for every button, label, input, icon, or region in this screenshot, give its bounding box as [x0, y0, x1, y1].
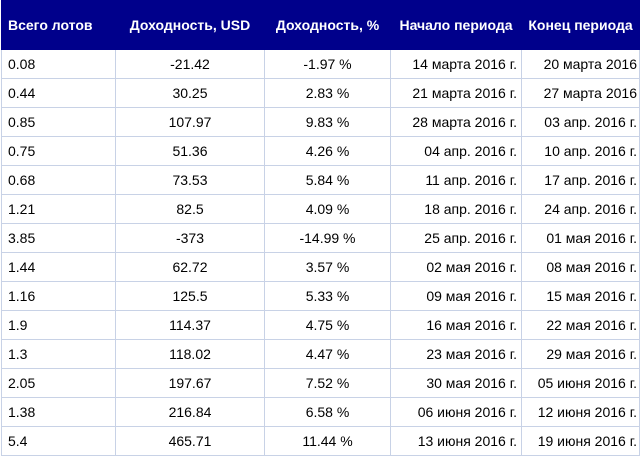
cell-profit-percent: 2.83 % [264, 78, 391, 108]
cell-total-lots: 0.08 [1, 49, 116, 79]
cell-period-start: 06 июня 2016 г. [390, 397, 522, 427]
cell-period-start: 11 апр. 2016 г. [390, 165, 522, 195]
cell-profit-percent: 6.58 % [264, 397, 391, 427]
cell-total-lots: 3.85 [1, 223, 116, 253]
cell-profit-percent: 7.52 % [264, 368, 391, 398]
cell-total-lots: 2.05 [1, 368, 116, 398]
cell-period-start: 13 июня 2016 г. [390, 426, 522, 456]
cell-profit-percent: 4.26 % [264, 136, 391, 166]
cell-profit-percent: -14.99 % [264, 223, 391, 253]
table-row: 1.16 125.5 5.33 % 09 мая 2016 г. 15 мая … [1, 281, 640, 311]
cell-total-lots: 1.9 [1, 310, 116, 340]
table-row: 0.44 30.25 2.83 % 21 марта 2016 г. 27 ма… [1, 78, 640, 108]
cell-profit-usd: 51.36 [115, 136, 265, 166]
table-row: 0.85 107.97 9.83 % 28 марта 2016 г. 03 а… [1, 107, 640, 137]
header-period-start: Начало периода [390, 0, 522, 50]
cell-profit-usd: 197.67 [115, 368, 265, 398]
cell-profit-percent: 3.57 % [264, 252, 391, 282]
cell-period-end: 27 марта 2016 [521, 78, 640, 108]
table-row: 3.85 -373 -14.99 % 25 апр. 2016 г. 01 ма… [1, 223, 640, 253]
cell-total-lots: 0.68 [1, 165, 116, 195]
cell-profit-usd: 30.25 [115, 78, 265, 108]
cell-profit-usd: -21.42 [115, 49, 265, 79]
cell-profit-usd: 107.97 [115, 107, 265, 137]
table-header: Всего лотов Доходность, USD Доходность, … [1, 0, 640, 50]
cell-period-start: 14 марта 2016 г. [390, 49, 522, 79]
cell-period-start: 21 марта 2016 г. [390, 78, 522, 108]
table-row: 1.21 82.5 4.09 % 18 апр. 2016 г. 24 апр.… [1, 194, 640, 224]
header-period-end: Конец периода [521, 0, 640, 50]
cell-period-start: 30 мая 2016 г. [390, 368, 522, 398]
table-row: 1.38 216.84 6.58 % 06 июня 2016 г. 12 ию… [1, 397, 640, 427]
cell-profit-usd: 216.84 [115, 397, 265, 427]
cell-period-start: 28 марта 2016 г. [390, 107, 522, 137]
header-total-lots: Всего лотов [1, 0, 116, 50]
cell-total-lots: 0.75 [1, 136, 116, 166]
cell-profit-usd: 125.5 [115, 281, 265, 311]
cell-period-start: 16 мая 2016 г. [390, 310, 522, 340]
cell-period-start: 25 апр. 2016 г. [390, 223, 522, 253]
header-profit-usd: Доходность, USD [115, 0, 265, 50]
cell-profit-percent: 5.84 % [264, 165, 391, 195]
cell-period-end: 22 мая 2016 г. [521, 310, 640, 340]
header-row: Всего лотов Доходность, USD Доходность, … [1, 0, 640, 50]
cell-total-lots: 5.4 [1, 426, 116, 456]
cell-profit-percent: 5.33 % [264, 281, 391, 311]
cell-total-lots: 1.44 [1, 252, 116, 282]
cell-period-end: 19 июня 2016 г. [521, 426, 640, 456]
cell-period-end: 15 мая 2016 г. [521, 281, 640, 311]
cell-profit-usd: 62.72 [115, 252, 265, 282]
cell-profit-percent: 4.47 % [264, 339, 391, 369]
cell-period-end: 17 апр. 2016 г. [521, 165, 640, 195]
table-row: 1.9 114.37 4.75 % 16 мая 2016 г. 22 мая … [1, 310, 640, 340]
cell-period-start: 23 мая 2016 г. [390, 339, 522, 369]
cell-total-lots: 1.3 [1, 339, 116, 369]
cell-period-end: 29 мая 2016 г. [521, 339, 640, 369]
table-row: 5.4 465.71 11.44 % 13 июня 2016 г. 19 ию… [1, 426, 640, 456]
table-row: 0.75 51.36 4.26 % 04 апр. 2016 г. 10 апр… [1, 136, 640, 166]
table-row: 2.05 197.67 7.52 % 30 мая 2016 г. 05 июн… [1, 368, 640, 398]
table-row: 1.44 62.72 3.57 % 02 мая 2016 г. 08 мая … [1, 252, 640, 282]
cell-period-end: 12 июня 2016 г. [521, 397, 640, 427]
cell-profit-usd: -373 [115, 223, 265, 253]
cell-profit-usd: 73.53 [115, 165, 265, 195]
cell-profit-percent: 11.44 % [264, 426, 391, 456]
cell-period-start: 04 апр. 2016 г. [390, 136, 522, 166]
cell-profit-percent: 4.75 % [264, 310, 391, 340]
cell-profit-usd: 118.02 [115, 339, 265, 369]
cell-period-end: 03 апр. 2016 г. [521, 107, 640, 137]
cell-total-lots: 0.44 [1, 78, 116, 108]
cell-period-end: 08 мая 2016 г. [521, 252, 640, 282]
table-row: 0.68 73.53 5.84 % 11 апр. 2016 г. 17 апр… [1, 165, 640, 195]
table-row: 1.3 118.02 4.47 % 23 мая 2016 г. 29 мая … [1, 339, 640, 369]
cell-period-end: 20 марта 2016 [521, 49, 640, 79]
cell-profit-usd: 82.5 [115, 194, 265, 224]
cell-profit-usd: 114.37 [115, 310, 265, 340]
cell-period-end: 01 мая 2016 г. [521, 223, 640, 253]
cell-period-start: 09 мая 2016 г. [390, 281, 522, 311]
header-profit-percent: Доходность, % [264, 0, 391, 50]
table-body: 0.08 -21.42 -1.97 % 14 марта 2016 г. 20 … [1, 49, 640, 456]
cell-total-lots: 1.16 [1, 281, 116, 311]
cell-period-start: 18 апр. 2016 г. [390, 194, 522, 224]
cell-period-end: 10 апр. 2016 г. [521, 136, 640, 166]
cell-period-end: 24 апр. 2016 г. [521, 194, 640, 224]
table-row: 0.08 -21.42 -1.97 % 14 марта 2016 г. 20 … [1, 49, 640, 79]
cell-period-end: 05 июня 2016 г. [521, 368, 640, 398]
cell-profit-percent: -1.97 % [264, 49, 391, 79]
cell-profit-percent: 9.83 % [264, 107, 391, 137]
cell-profit-usd: 465.71 [115, 426, 265, 456]
cell-period-start: 02 мая 2016 г. [390, 252, 522, 282]
cell-profit-percent: 4.09 % [264, 194, 391, 224]
cell-total-lots: 1.38 [1, 397, 116, 427]
cell-total-lots: 0.85 [1, 107, 116, 137]
cell-total-lots: 1.21 [1, 194, 116, 224]
